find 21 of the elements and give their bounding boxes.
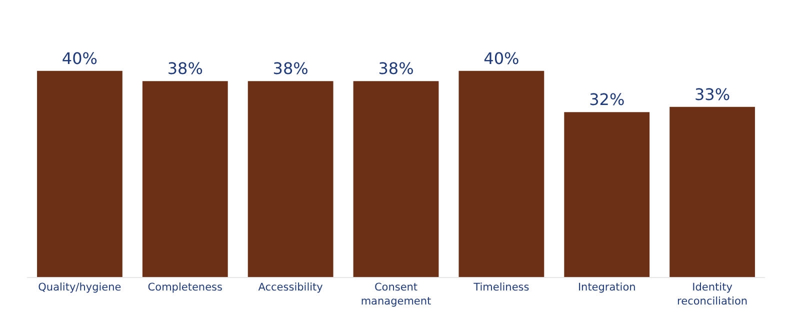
bar <box>458 70 544 277</box>
data-label: 38% <box>167 59 203 78</box>
data-label: 38% <box>272 59 308 78</box>
data-label: 32% <box>589 90 625 110</box>
bar <box>37 70 122 277</box>
data-label: 40% <box>484 48 520 68</box>
bar <box>142 81 228 277</box>
bar <box>670 106 755 277</box>
x-tick-label: Quality/hygiene <box>38 282 122 294</box>
bar <box>353 81 439 277</box>
data-label: 40% <box>62 48 98 68</box>
x-tick-label: Integration <box>578 282 636 294</box>
x-tick-label: Timeliness <box>472 282 530 294</box>
x-tick-label: Accessibility <box>258 282 323 294</box>
x-tick-label: Completeness <box>148 282 222 294</box>
bar <box>564 112 650 277</box>
data-label: 33% <box>694 84 730 104</box>
x-tick-label: Consent management <box>360 282 432 308</box>
bar <box>248 81 334 277</box>
x-tick-label: Identity reconciliation <box>677 282 748 308</box>
data-label: 38% <box>378 59 414 78</box>
